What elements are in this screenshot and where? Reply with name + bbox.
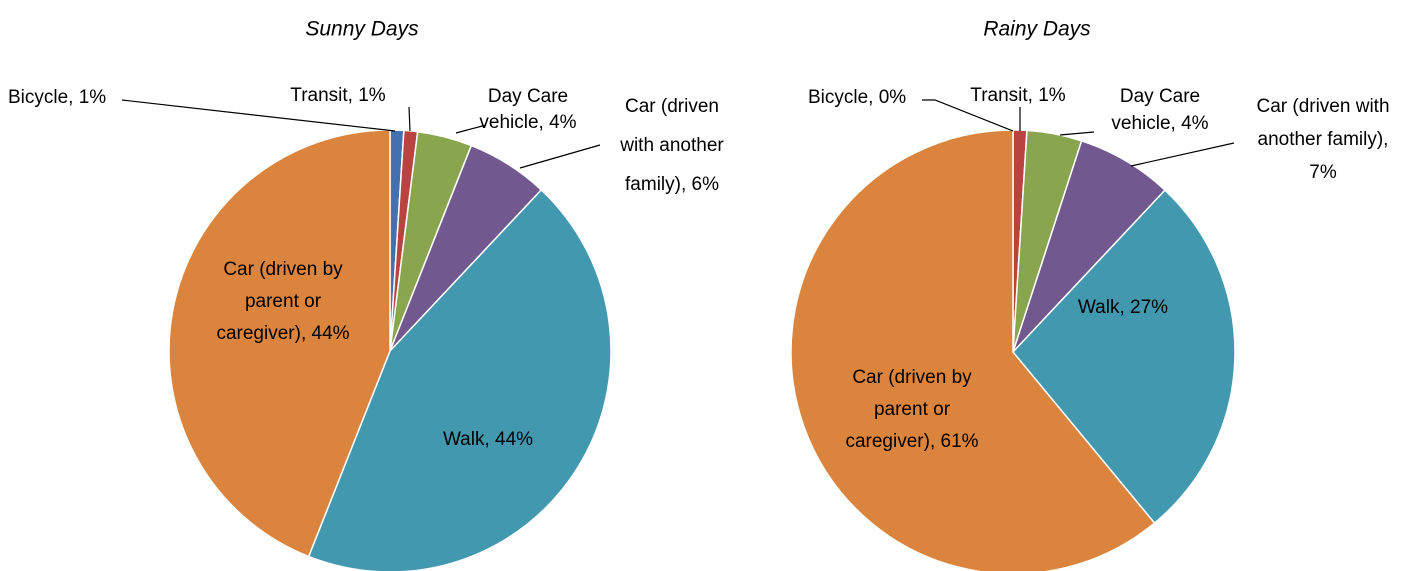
leader-line — [922, 99, 1014, 132]
leader-line — [519, 144, 601, 169]
data-label: Day Care vehicle, 4% — [479, 86, 576, 133]
data-label: Transit, 1% — [970, 85, 1065, 106]
leader-line — [1059, 131, 1095, 136]
chart-title: Sunny Days — [305, 18, 419, 41]
leader-line — [121, 99, 396, 132]
data-label: Car (driven by parent or caregiver), 44% — [216, 259, 349, 344]
pie-slice — [168, 129, 391, 558]
pie-slice — [307, 188, 612, 571]
data-label: Bicycle, 1% — [8, 87, 106, 108]
data-label: Walk, 27% — [1078, 297, 1168, 318]
leader-line — [408, 106, 411, 132]
data-label: Day Care vehicle, 4% — [1111, 86, 1208, 134]
data-label: Car (driven with another family), 7% — [1256, 96, 1389, 183]
pie-slice — [790, 129, 1156, 571]
data-label: Walk, 44% — [443, 429, 533, 450]
chart-title: Rainy Days — [983, 18, 1091, 41]
leader-line — [1130, 142, 1235, 167]
pie-slice — [1012, 189, 1236, 525]
data-label: Transit, 1% — [290, 85, 385, 106]
data-label: Car (driven by parent or caregiver), 61% — [845, 367, 978, 452]
data-label: Bicycle, 0% — [808, 87, 906, 108]
leader-line — [455, 124, 487, 134]
data-label: Car (driven with another family), 6% — [619, 96, 724, 195]
